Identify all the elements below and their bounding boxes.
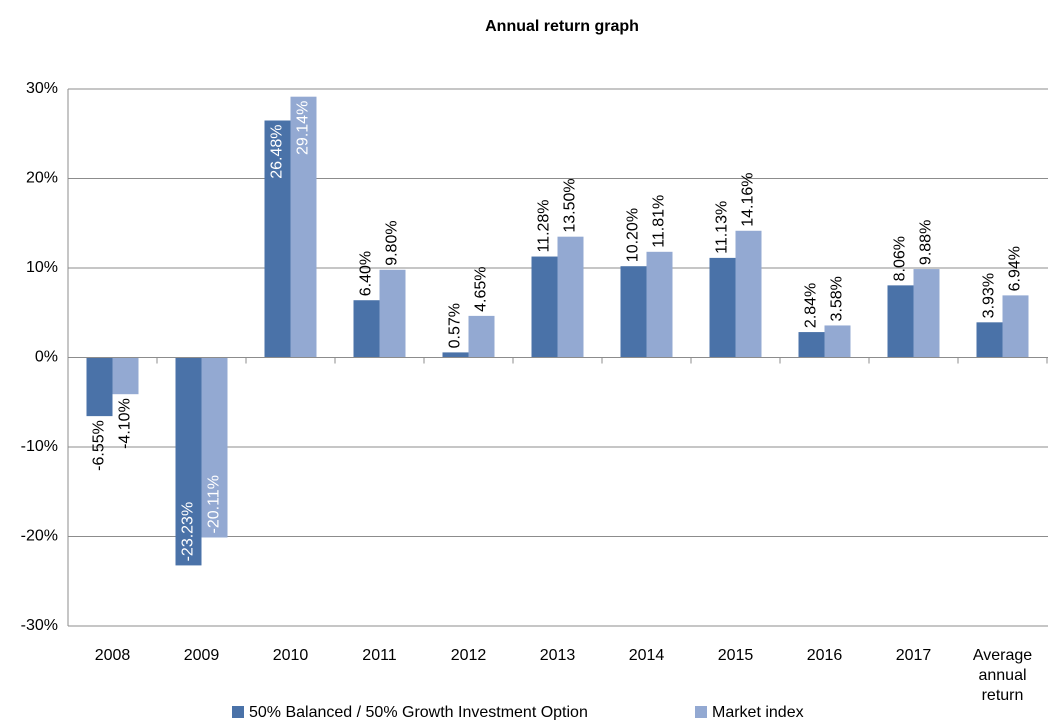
bar bbox=[646, 251, 673, 358]
data-label: 11.81% bbox=[651, 195, 668, 248]
legend-swatch bbox=[232, 706, 244, 718]
bar bbox=[442, 352, 469, 358]
data-label: 9.88% bbox=[918, 220, 935, 265]
legend-label: Market index bbox=[712, 704, 804, 720]
y-tick-label: -30% bbox=[21, 617, 58, 634]
x-tick-label: 2010 bbox=[273, 647, 309, 664]
data-label: 29.14% bbox=[295, 101, 312, 155]
bar bbox=[976, 322, 1003, 358]
x-tick-label: 2009 bbox=[184, 647, 220, 664]
y-tick-label: -20% bbox=[21, 528, 58, 545]
bar bbox=[620, 266, 647, 358]
x-tick-label: 2012 bbox=[451, 647, 487, 664]
data-label: -23.23% bbox=[180, 502, 197, 562]
bar bbox=[353, 300, 380, 358]
legend-label: 50% Balanced / 50% Growth Investment Opt… bbox=[249, 704, 588, 720]
data-label: 3.58% bbox=[829, 276, 846, 321]
y-tick-label: 30% bbox=[26, 80, 58, 97]
x-tick-label: 2014 bbox=[629, 647, 665, 664]
data-label: 2.84% bbox=[803, 283, 820, 328]
bar bbox=[112, 357, 139, 395]
x-tick-label: 2017 bbox=[896, 647, 932, 664]
chart-title: Annual return graph bbox=[485, 18, 639, 35]
x-tick-label: 2008 bbox=[95, 647, 131, 664]
bar bbox=[379, 269, 406, 358]
x-tick-label: 2013 bbox=[540, 647, 576, 664]
bar bbox=[468, 315, 495, 358]
data-label: 6.94% bbox=[1007, 246, 1024, 291]
bar bbox=[798, 332, 825, 358]
data-label: 14.16% bbox=[740, 173, 757, 227]
data-label: -4.10% bbox=[117, 398, 134, 449]
data-label: 9.80% bbox=[384, 220, 401, 265]
bar bbox=[887, 285, 914, 358]
data-label: 11.28% bbox=[536, 199, 553, 252]
data-label: 8.06% bbox=[892, 236, 909, 281]
data-label: 10.20% bbox=[625, 208, 642, 262]
data-label: 3.93% bbox=[981, 273, 998, 318]
data-label: -20.11% bbox=[206, 475, 223, 533]
data-label: 13.50% bbox=[562, 178, 579, 232]
x-tick-label: 2015 bbox=[718, 647, 754, 664]
y-tick-label: 0% bbox=[35, 349, 58, 366]
data-label: 11.13% bbox=[714, 201, 731, 254]
bar bbox=[201, 357, 228, 538]
bar bbox=[290, 96, 317, 358]
data-label: 6.40% bbox=[358, 251, 375, 296]
y-tick-label: -10% bbox=[21, 438, 58, 455]
data-label: 26.48% bbox=[269, 125, 286, 179]
bar bbox=[709, 257, 736, 358]
x-tick-label: 2016 bbox=[807, 647, 843, 664]
y-tick-label: 20% bbox=[26, 170, 58, 187]
x-tick-label: Average annual return bbox=[973, 647, 1032, 704]
data-label: 4.65% bbox=[473, 267, 490, 312]
bar bbox=[557, 236, 584, 358]
data-label: -6.55% bbox=[91, 420, 108, 471]
bar bbox=[531, 256, 558, 358]
bar bbox=[824, 325, 851, 358]
legend-swatch bbox=[695, 706, 707, 718]
bar bbox=[86, 357, 113, 417]
bar bbox=[735, 230, 762, 358]
y-tick-label: 10% bbox=[26, 259, 58, 276]
bar bbox=[175, 357, 202, 566]
x-tick-label: 2011 bbox=[362, 647, 397, 664]
data-label: 0.57% bbox=[447, 303, 464, 348]
bar bbox=[264, 120, 291, 358]
bar bbox=[1002, 295, 1029, 358]
bar bbox=[913, 269, 940, 358]
